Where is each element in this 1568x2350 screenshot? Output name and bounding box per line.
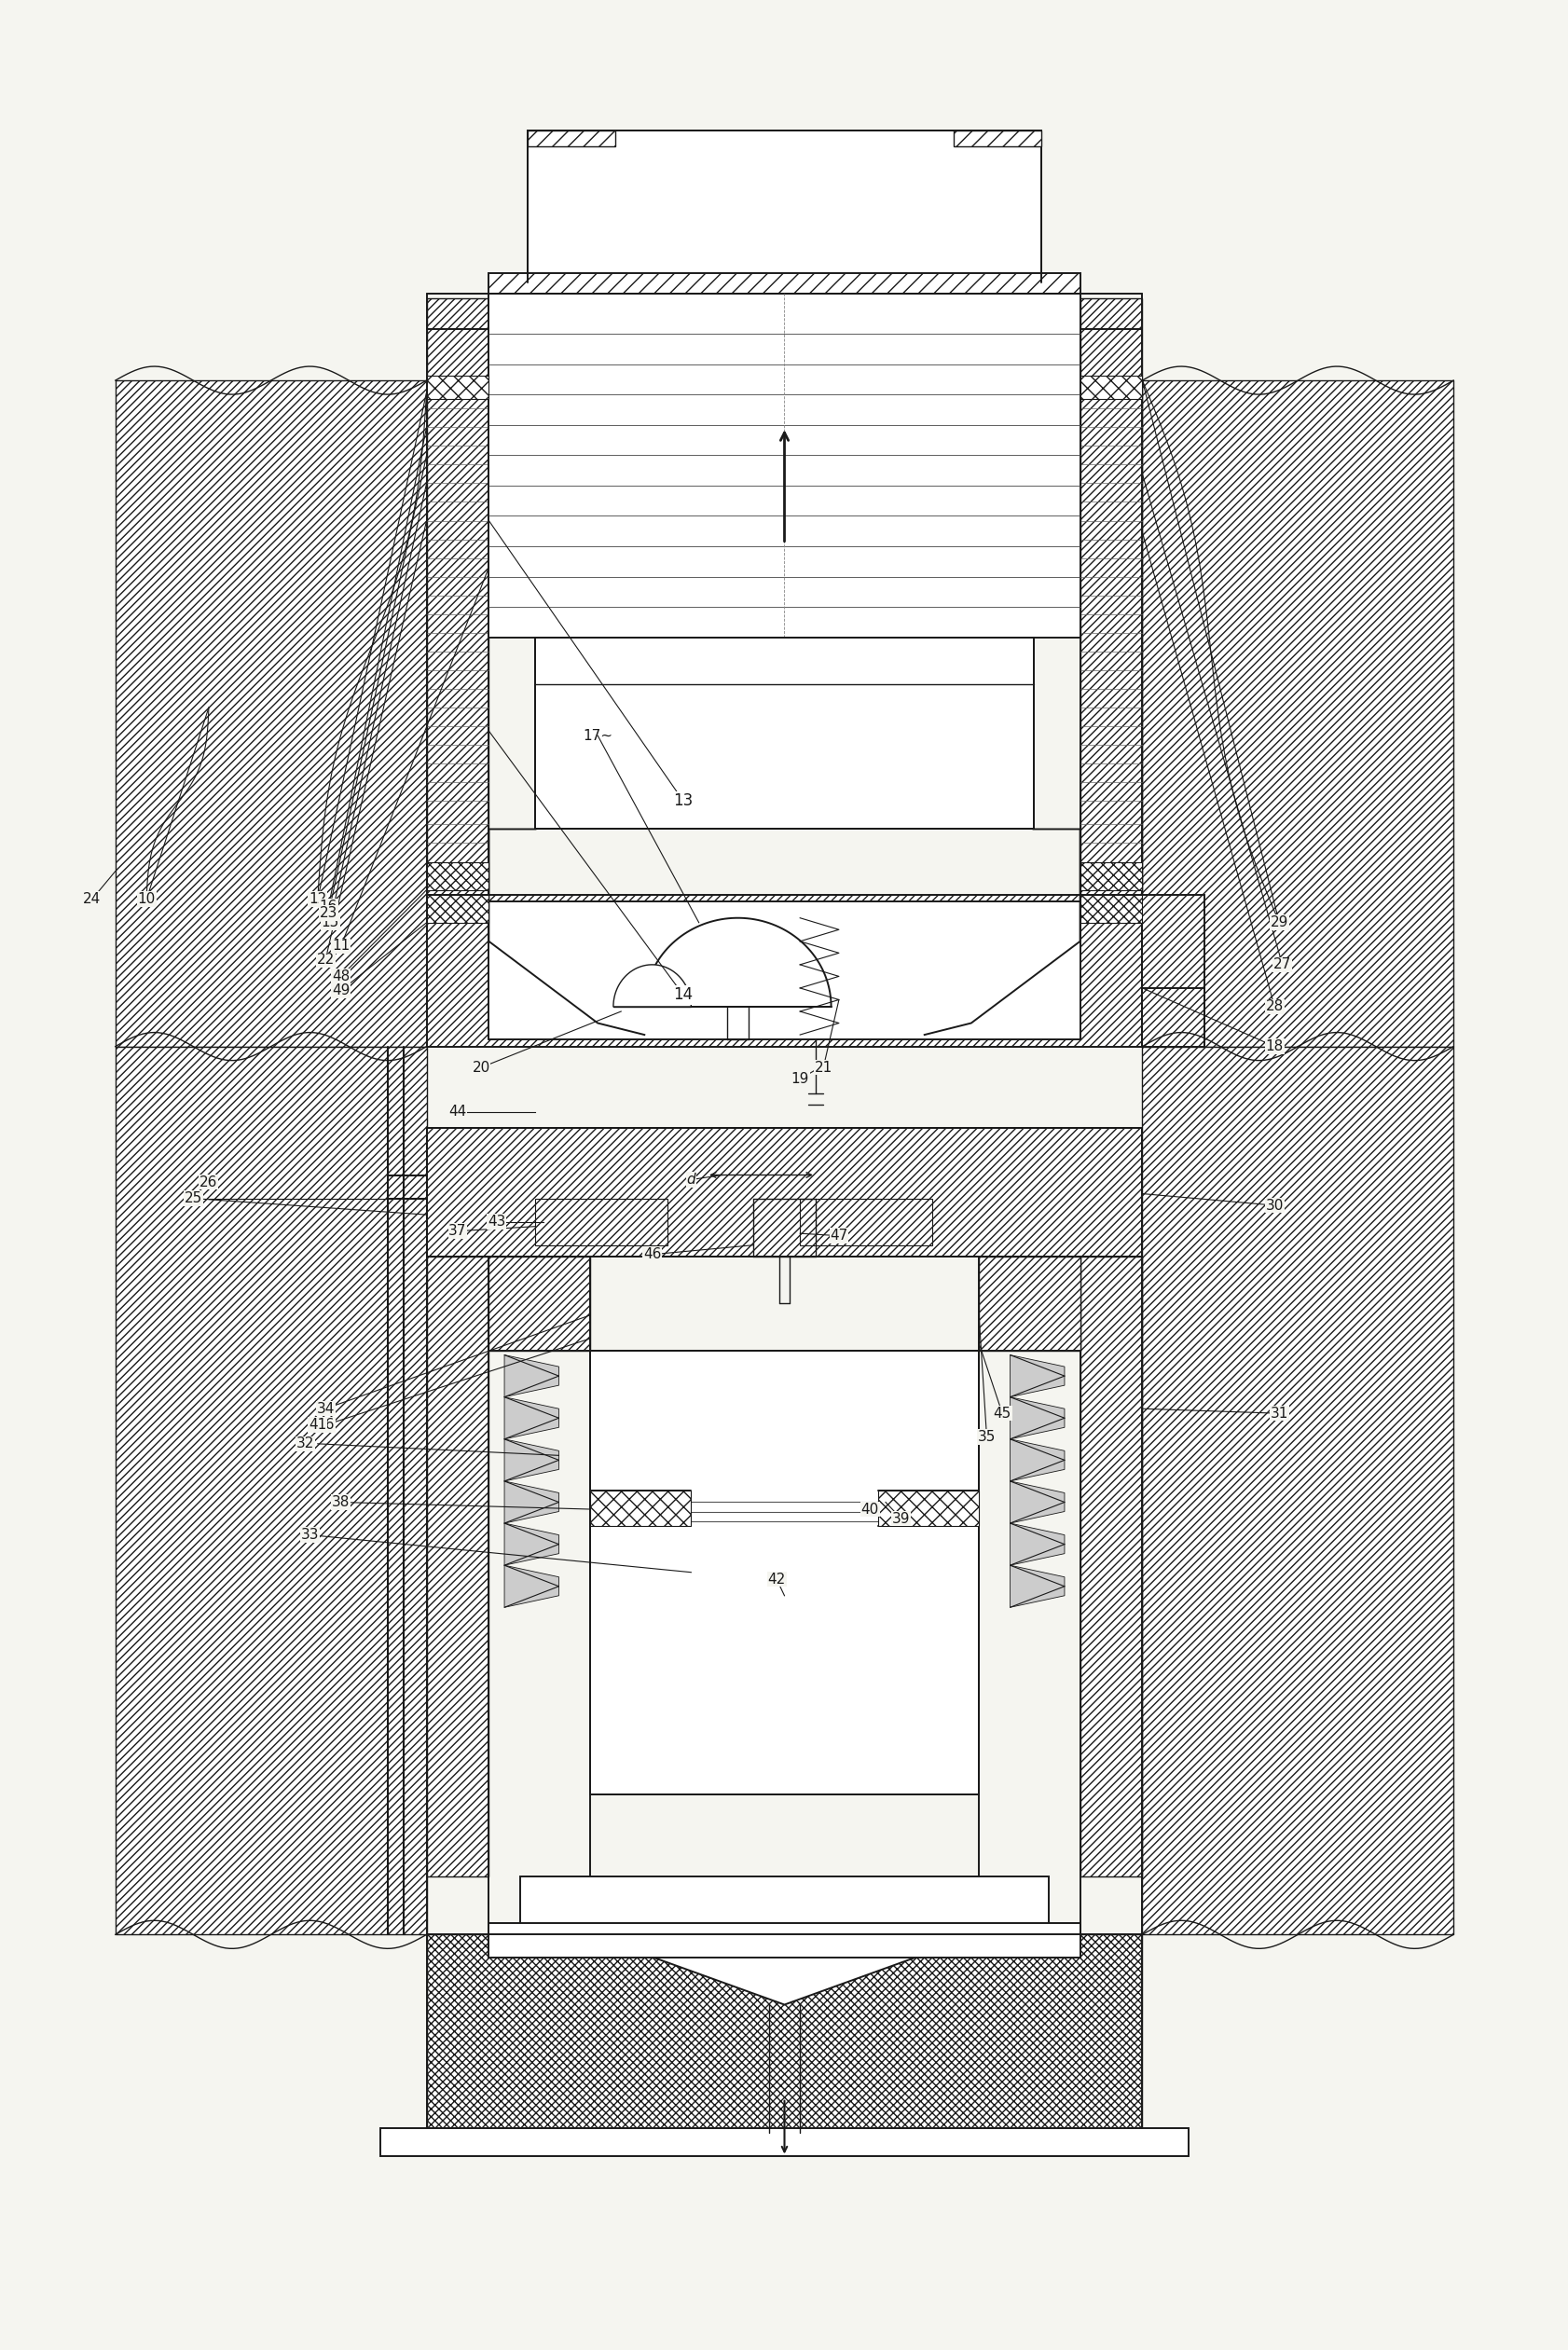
Text: 41: 41: [309, 1417, 326, 1431]
Text: 32: 32: [296, 1436, 314, 1450]
Text: 35: 35: [977, 1429, 996, 1443]
Text: 12: 12: [309, 893, 326, 907]
Text: 19: 19: [790, 1072, 809, 1086]
Text: 17~: 17~: [582, 728, 612, 743]
Polygon shape: [503, 1523, 558, 1565]
Text: 24: 24: [83, 893, 100, 907]
Text: d: d: [687, 1173, 695, 1187]
Text: 40: 40: [861, 1502, 878, 1516]
Bar: [953, 129, 1041, 146]
Text: 28: 28: [1265, 999, 1283, 1013]
Bar: [489, 1257, 590, 1351]
Text: 14: 14: [673, 987, 693, 1003]
Text: 22: 22: [317, 954, 334, 966]
Polygon shape: [590, 1934, 978, 2005]
Bar: [1079, 895, 1142, 924]
Text: 44: 44: [448, 1104, 466, 1119]
Bar: [1079, 1257, 1142, 1875]
Text: 15: 15: [321, 917, 339, 931]
Text: 26: 26: [199, 1175, 218, 1189]
Bar: [527, 129, 615, 146]
Bar: [426, 895, 1142, 1046]
Polygon shape: [1010, 1356, 1065, 1396]
Text: 38: 38: [332, 1495, 350, 1509]
Text: 46: 46: [643, 1248, 660, 1262]
Polygon shape: [503, 1438, 558, 1480]
Bar: [426, 1128, 1142, 1257]
Bar: [527, 129, 1041, 282]
Text: 30: 30: [1265, 1198, 1283, 1213]
Bar: [590, 1490, 690, 1525]
Bar: [116, 1046, 426, 1934]
Bar: [1142, 895, 1204, 1046]
Bar: [1079, 298, 1142, 895]
Text: 11: 11: [332, 940, 350, 954]
Text: 16: 16: [320, 900, 337, 914]
Text: 48: 48: [332, 968, 350, 982]
Bar: [519, 1875, 1049, 1934]
Text: 47: 47: [829, 1229, 847, 1243]
Bar: [426, 1257, 489, 1875]
Bar: [426, 895, 489, 924]
Bar: [489, 294, 1079, 329]
Text: 20: 20: [472, 1060, 489, 1074]
Bar: [426, 376, 489, 400]
Bar: [1079, 376, 1142, 400]
Polygon shape: [1010, 1480, 1065, 1523]
Polygon shape: [1010, 1565, 1065, 1607]
Bar: [535, 1198, 668, 1246]
Bar: [489, 1922, 1079, 1958]
Polygon shape: [1010, 1396, 1065, 1438]
Bar: [426, 1934, 1142, 2134]
Bar: [426, 862, 489, 891]
Text: 39: 39: [892, 1511, 909, 1525]
Text: 21: 21: [814, 1060, 833, 1074]
Bar: [116, 381, 426, 1046]
Bar: [489, 273, 1079, 301]
Bar: [535, 637, 1033, 830]
Polygon shape: [503, 1396, 558, 1438]
Text: 34: 34: [317, 1401, 334, 1415]
Text: 37: 37: [448, 1224, 466, 1238]
Bar: [489, 902, 1079, 1039]
Polygon shape: [1010, 1523, 1065, 1565]
Text: 10: 10: [138, 893, 155, 907]
Bar: [1142, 381, 1452, 1046]
Text: 33: 33: [301, 1528, 318, 1542]
Polygon shape: [503, 1480, 558, 1523]
Text: 36: 36: [317, 1417, 334, 1431]
Polygon shape: [644, 919, 831, 1006]
Bar: [1079, 862, 1142, 891]
Polygon shape: [503, 1356, 558, 1396]
Polygon shape: [1010, 1438, 1065, 1480]
Bar: [800, 1198, 931, 1246]
Text: 27: 27: [1273, 959, 1290, 971]
Bar: [426, 298, 489, 895]
Polygon shape: [613, 966, 690, 1006]
Polygon shape: [503, 1565, 558, 1607]
Bar: [878, 1490, 978, 1525]
Text: 45: 45: [993, 1405, 1011, 1419]
Text: 18: 18: [1265, 1039, 1283, 1053]
Text: 42: 42: [767, 1572, 786, 1586]
Text: 31: 31: [1270, 1405, 1287, 1419]
Text: 13: 13: [673, 792, 693, 808]
Bar: [590, 1351, 978, 1795]
Text: 23: 23: [320, 907, 337, 921]
Bar: [379, 2129, 1189, 2157]
Bar: [489, 294, 1079, 637]
Text: 29: 29: [1270, 917, 1287, 931]
Bar: [1142, 1046, 1452, 1934]
Bar: [978, 1257, 1079, 1351]
Text: 49: 49: [332, 982, 350, 996]
Text: 43: 43: [488, 1215, 505, 1229]
Text: 25: 25: [183, 1191, 202, 1206]
